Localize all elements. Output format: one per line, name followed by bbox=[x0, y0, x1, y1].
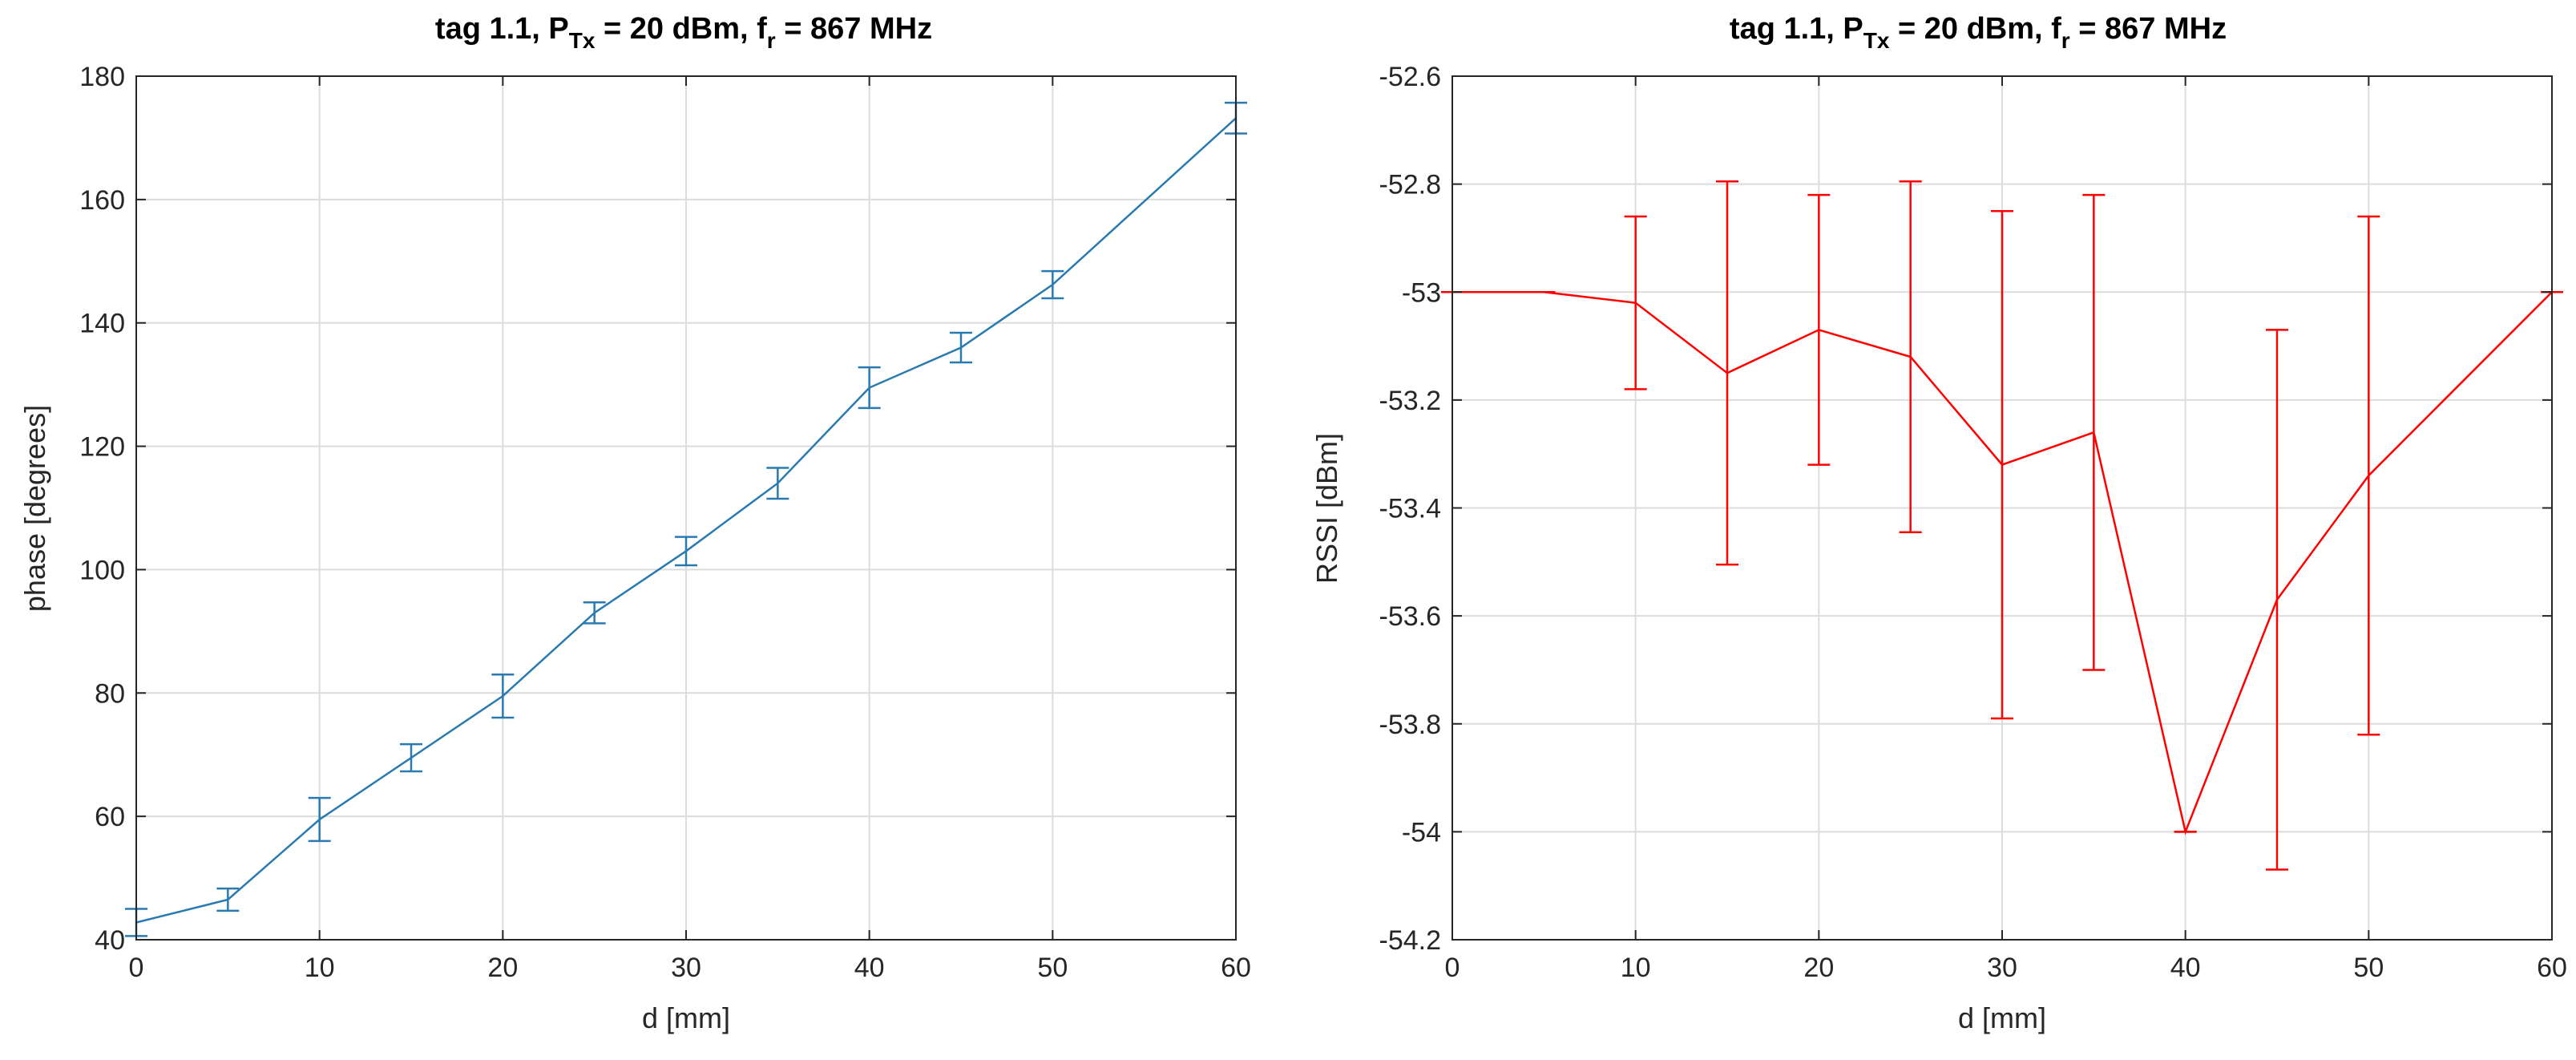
rssi-x-tick-label: 30 bbox=[1987, 953, 2017, 983]
phase-error-bar bbox=[400, 742, 422, 773]
rssi-x-tick-label: 10 bbox=[1621, 953, 1651, 983]
rssi-y-tick-label: -53.6 bbox=[1379, 601, 1442, 632]
rssi-y-tick-label: -53 bbox=[1402, 277, 1441, 308]
phase-error-bar bbox=[491, 673, 515, 719]
phase-x-tick-label: 0 bbox=[129, 953, 144, 983]
rssi-y-tick-label: -52.8 bbox=[1379, 170, 1442, 200]
phase-y-tick-label: 160 bbox=[79, 185, 125, 216]
rssi-y-tick-label: -54.2 bbox=[1379, 925, 1442, 956]
phase-x-axis-label: d [mm] bbox=[642, 1001, 730, 1034]
phase-x-tick-label: 10 bbox=[305, 953, 335, 983]
phase-x-tick-label: 50 bbox=[1037, 953, 1068, 983]
rssi-y-tick-label: -53.2 bbox=[1379, 386, 1442, 416]
phase-error-bar bbox=[583, 601, 606, 625]
rssi-error-bar bbox=[2266, 329, 2288, 871]
rssi-chart-title: tag 1.1, PTx = 20 dBm, fr = 867 MHz bbox=[1730, 12, 2227, 53]
phase-y-tick-label: 40 bbox=[95, 925, 125, 956]
phase-x-tick-label: 40 bbox=[854, 953, 885, 983]
rssi-x-axis-label: d [mm] bbox=[1958, 1001, 2046, 1034]
rssi-x-tick-label: 50 bbox=[2353, 953, 2384, 983]
phase-error-bar bbox=[1041, 269, 1064, 300]
phase-error-bar bbox=[216, 887, 240, 912]
rssi-error-bar bbox=[1716, 180, 1738, 566]
rssi-series-line bbox=[1452, 290, 2553, 835]
rssi-x-tick-label: 60 bbox=[2537, 953, 2567, 983]
rssi-error-bar bbox=[2357, 215, 2380, 736]
phase-x-tick-label: 60 bbox=[1221, 953, 1251, 983]
phase-error-bar bbox=[308, 796, 331, 843]
rssi-y-tick-label: -52.6 bbox=[1379, 62, 1442, 92]
rssi-y-axis-label: RSSI [dBm] bbox=[1310, 433, 1343, 584]
phase-x-tick-label: 20 bbox=[487, 953, 518, 983]
phase-series-line bbox=[135, 117, 1237, 924]
phase-chart: tag 1.1, PTx = 20 dBm, fr = 867 MHz 0 10 2… bbox=[18, 12, 1251, 1034]
rssi-y-tick-label: -54 bbox=[1402, 817, 1441, 848]
rssi-chart: tag 1.1, PTx = 20 dBm, fr = 867 MHz 0 10 2… bbox=[1310, 12, 2567, 1034]
phase-y-tick-label: 60 bbox=[95, 802, 125, 832]
rssi-error-bar bbox=[1624, 215, 1647, 390]
phase-y-tick-label: 180 bbox=[79, 62, 125, 92]
phase-x-tick-label: 30 bbox=[671, 953, 701, 983]
rssi-error-bar bbox=[1991, 210, 2013, 720]
phase-chart-title: tag 1.1, PTx = 20 dBm, fr = 867 MHz bbox=[435, 12, 932, 53]
phase-error-bar bbox=[675, 536, 697, 567]
rssi-error-bar bbox=[1899, 180, 1922, 534]
rssi-error-bar bbox=[1807, 193, 1831, 466]
rssi-x-tick-label: 0 bbox=[1445, 953, 1460, 983]
rssi-y-tick-label: -53.4 bbox=[1379, 494, 1442, 524]
phase-y-tick-label: 120 bbox=[79, 432, 125, 463]
phase-y-tick-label: 80 bbox=[95, 678, 125, 709]
phase-y-tick-label: 140 bbox=[79, 309, 125, 339]
rssi-error-bar bbox=[2082, 193, 2106, 671]
rssi-x-tick-label: 40 bbox=[2170, 953, 2201, 983]
rssi-y-tick-label: -53.8 bbox=[1379, 710, 1442, 740]
phase-error-bar bbox=[766, 467, 789, 500]
phase-error-bar bbox=[858, 366, 881, 410]
phase-error-bar bbox=[950, 331, 972, 364]
phase-y-tick-label: 100 bbox=[79, 555, 125, 585]
rssi-x-tick-label: 20 bbox=[1803, 953, 1834, 983]
phase-y-axis-label: phase [degrees] bbox=[18, 405, 51, 612]
